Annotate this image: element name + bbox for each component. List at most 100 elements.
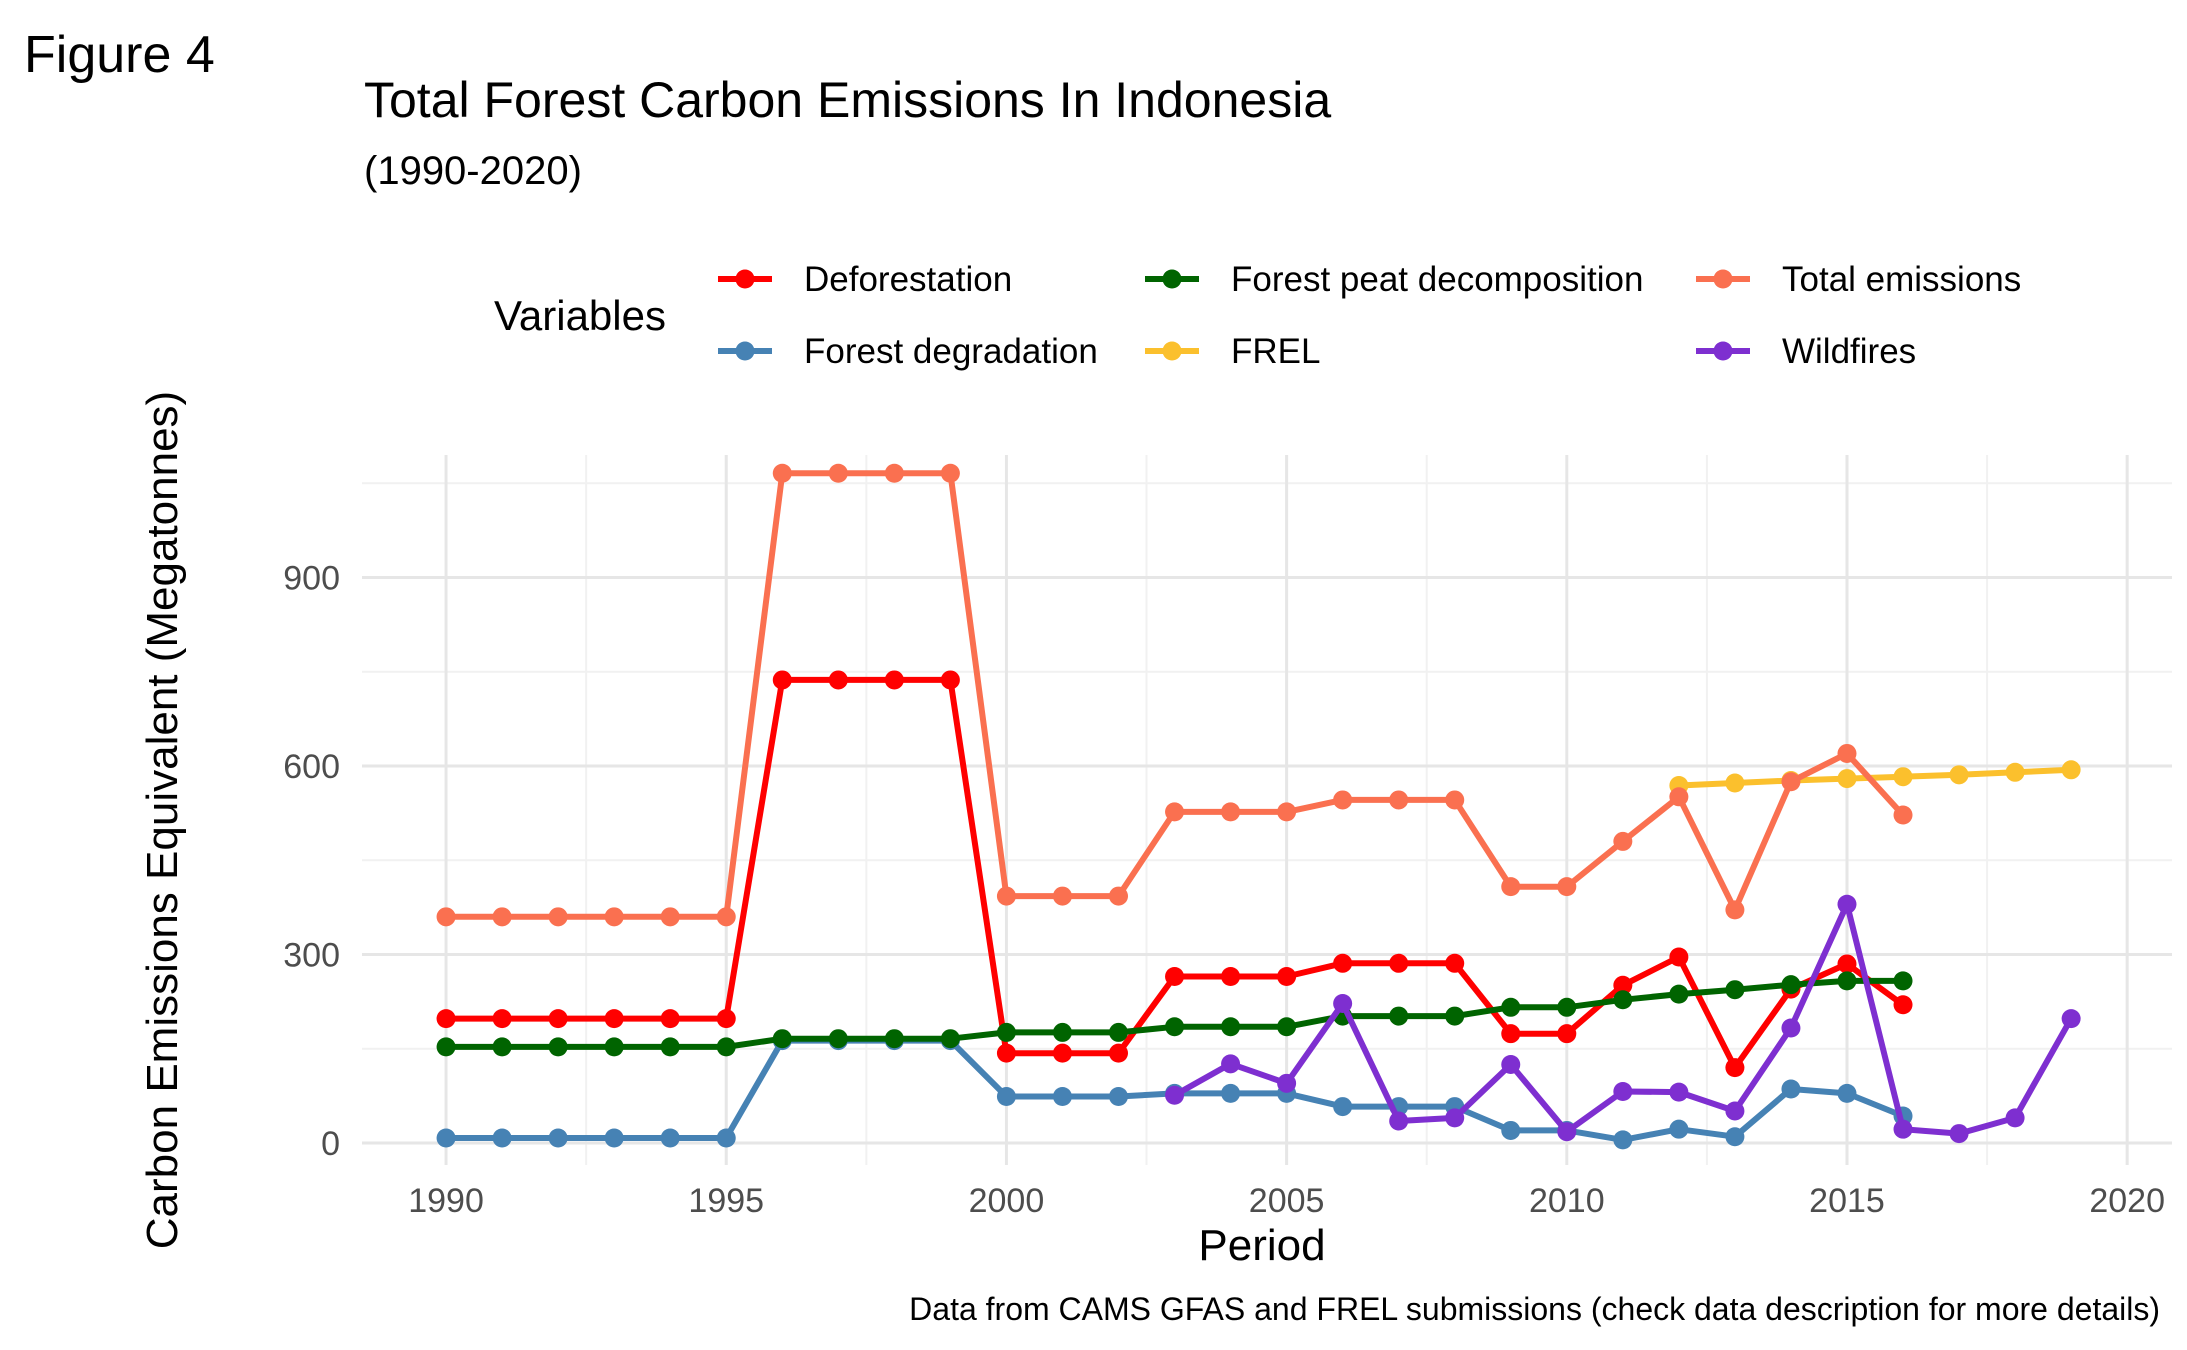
data-point-forest-degradation [660, 1128, 680, 1148]
series-deforestation [436, 670, 1913, 1078]
data-point-forest-peat-decomposition [1837, 971, 1857, 991]
y-axis-title: Carbon Emissions Equivalent (Megatonnes) [138, 391, 187, 1249]
data-point-deforestation [1613, 975, 1633, 995]
data-point-frel [1893, 767, 1913, 787]
plot-area: 0 300 600 900 1990 1995 2000 2005 2010 2015 2020 [283, 455, 2172, 1220]
y-tick-label: 0 [321, 1125, 340, 1163]
y-tick-label: 900 [283, 560, 340, 598]
data-point-total-emissions [1389, 790, 1409, 810]
legend-item-total-emissions: Total emissions [1696, 260, 2021, 299]
legend-key-point [735, 269, 755, 289]
data-point-forest-peat-decomposition [1389, 1006, 1409, 1026]
legend-item-deforestation: Deforestation [718, 260, 1012, 299]
data-point-wildfires [1669, 1082, 1689, 1102]
data-point-frel [2005, 762, 2025, 782]
legend-label: Total emissions [1782, 260, 2021, 299]
data-point-forest-peat-decomposition [1445, 1006, 1465, 1026]
data-point-deforestation [1277, 967, 1297, 987]
legend-label: Forest peat decomposition [1231, 260, 1643, 299]
data-point-forest-peat-decomposition [1221, 1017, 1241, 1037]
series-layer [436, 463, 2081, 1150]
data-point-total-emissions [828, 463, 848, 483]
data-point-total-emissions [996, 886, 1016, 906]
data-point-forest-peat-decomposition [1052, 1022, 1072, 1042]
data-point-forest-peat-decomposition [884, 1029, 904, 1049]
data-point-deforestation [1109, 1043, 1129, 1063]
x-tick-label: 2005 [1249, 1182, 1325, 1220]
data-point-total-emissions [1445, 790, 1465, 810]
data-point-forest-degradation [1781, 1079, 1801, 1099]
data-point-deforestation [660, 1009, 680, 1029]
data-point-total-emissions [492, 907, 512, 927]
data-point-forest-degradation [1669, 1119, 1689, 1139]
x-tick-label: 2010 [1529, 1182, 1605, 1220]
chart-title: Total Forest Carbon Emissions In Indones… [364, 72, 1331, 128]
data-point-forest-degradation [716, 1128, 736, 1148]
x-tick-label: 2020 [2089, 1182, 2165, 1220]
legend-item-frel: FREL [1145, 332, 1320, 371]
data-point-forest-peat-decomposition [1557, 997, 1577, 1017]
data-point-deforestation [492, 1009, 512, 1029]
data-point-forest-peat-decomposition [548, 1037, 568, 1057]
data-point-frel [1725, 773, 1745, 793]
x-tick-label: 1995 [688, 1182, 764, 1220]
legend-key-point [1713, 341, 1733, 361]
data-point-total-emissions [1165, 802, 1185, 822]
legend-item-forest-degradation: Forest degradation [718, 332, 1098, 371]
data-point-forest-peat-decomposition [1613, 990, 1633, 1010]
data-point-forest-degradation [436, 1128, 456, 1148]
data-point-deforestation [1669, 947, 1689, 967]
series-wildfires [1165, 894, 2081, 1144]
data-point-forest-peat-decomposition [604, 1037, 624, 1057]
chart-subtitle: (1990-2020) [364, 149, 582, 193]
data-point-wildfires [1277, 1073, 1297, 1093]
data-point-deforestation [1501, 1024, 1521, 1044]
data-point-wildfires [2061, 1009, 2081, 1029]
legend-label: Forest degradation [804, 332, 1098, 371]
figure-label: Figure 4 [24, 26, 215, 84]
data-point-forest-degradation [1109, 1087, 1129, 1107]
data-point-total-emissions [1109, 886, 1129, 906]
x-tick-label: 2000 [969, 1182, 1045, 1220]
legend-key-point [735, 341, 755, 361]
data-point-wildfires [2005, 1108, 2025, 1128]
data-point-wildfires [1613, 1081, 1633, 1101]
data-point-deforestation [772, 670, 792, 690]
data-point-frel [1837, 769, 1857, 789]
data-point-deforestation [1333, 953, 1353, 973]
data-point-total-emissions [1837, 743, 1857, 763]
data-point-wildfires [1165, 1085, 1185, 1105]
data-point-forest-degradation [996, 1087, 1016, 1107]
data-point-forest-degradation [492, 1128, 512, 1148]
legend-key-point [1162, 341, 1182, 361]
data-point-forest-peat-decomposition [492, 1037, 512, 1057]
data-point-forest-peat-decomposition [1893, 971, 1913, 991]
gridlines [362, 455, 2172, 1165]
legend-item-wildfires: Wildfires [1696, 332, 1916, 371]
data-point-total-emissions [1052, 886, 1072, 906]
data-point-forest-peat-decomposition [828, 1029, 848, 1049]
data-point-forest-peat-decomposition [660, 1037, 680, 1057]
series-forest-peat-decomposition [436, 971, 1913, 1057]
data-point-deforestation [828, 670, 848, 690]
y-axis-ticks: 0 300 600 900 [283, 560, 340, 1163]
data-point-deforestation [1837, 954, 1857, 974]
data-point-total-emissions [660, 907, 680, 927]
data-point-forest-degradation [1333, 1097, 1353, 1117]
caption: Data from CAMS GFAS and FREL submissions… [909, 1291, 2160, 1327]
data-point-total-emissions [436, 907, 456, 927]
data-point-forest-degradation [1613, 1130, 1633, 1150]
data-point-forest-degradation [1221, 1083, 1241, 1103]
data-point-deforestation [716, 1009, 736, 1029]
data-point-total-emissions [1613, 831, 1633, 851]
data-point-wildfires [1725, 1101, 1745, 1121]
data-point-wildfires [1445, 1108, 1465, 1128]
legend-label: Wildfires [1782, 332, 1916, 371]
x-axis-title: Period [1198, 1221, 1325, 1270]
data-point-deforestation [548, 1009, 568, 1029]
data-point-forest-peat-decomposition [436, 1037, 456, 1057]
data-point-deforestation [1389, 953, 1409, 973]
data-point-deforestation [1052, 1043, 1072, 1063]
data-point-deforestation [940, 670, 960, 690]
